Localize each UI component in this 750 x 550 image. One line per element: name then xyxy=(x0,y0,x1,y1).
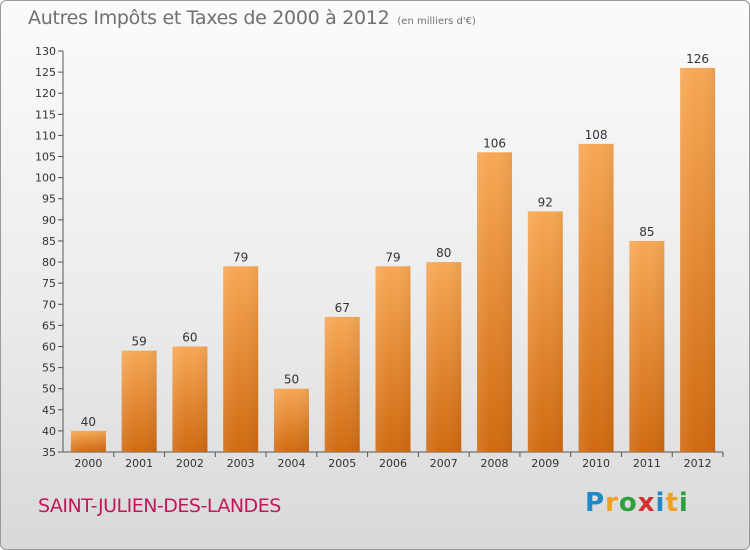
y-tick-label: 100 xyxy=(35,172,56,185)
title-area: Autres Impôts et Taxes de 2000 à 2012 (en… xyxy=(28,7,476,29)
y-tick-label: 45 xyxy=(42,404,56,417)
logo-letter: P xyxy=(585,488,606,518)
y-tick-label: 120 xyxy=(35,87,56,100)
axes: 35 40 45 50 55 60 65 70 75 80 85 90 95 100 105 110 115 12… xyxy=(35,45,724,459)
bars-group xyxy=(70,67,716,452)
x-tick-label: 2003 xyxy=(227,457,255,470)
bar-shade xyxy=(680,67,716,452)
bar-shade xyxy=(578,143,614,452)
logo-letter: i xyxy=(678,488,689,518)
bar-value-label: 67 xyxy=(335,301,350,315)
labels-group: 40 2000 59 2001 60 2002 79 2003 50 2004 67 2005 79 20… xyxy=(74,52,711,470)
y-tick-label: 55 xyxy=(42,362,56,375)
x-tick-label: 2010 xyxy=(582,457,610,470)
logo-letter: o xyxy=(618,488,638,518)
bar-shade xyxy=(121,350,157,452)
y-tick-label: 115 xyxy=(35,108,56,121)
logo-letter: r xyxy=(605,488,619,518)
bar-value-label: 126 xyxy=(686,52,709,66)
chart-subtitle: (en milliers d'€) xyxy=(397,16,476,27)
x-tick-label: 2009 xyxy=(531,457,559,470)
x-tick-label: 2002 xyxy=(176,457,204,470)
bar-value-label: 50 xyxy=(284,373,299,387)
y-tick-label: 105 xyxy=(35,151,56,164)
y-tick-label: 50 xyxy=(42,383,56,396)
bar-shade xyxy=(70,430,106,452)
bar-shade xyxy=(375,266,411,452)
bar-value-label: 108 xyxy=(585,128,608,142)
bar-value-label: 40 xyxy=(81,415,96,429)
x-tick-label: 2001 xyxy=(125,457,153,470)
y-tick-label: 130 xyxy=(35,45,56,58)
y-tick-label: 85 xyxy=(42,235,56,248)
y-tick-label: 80 xyxy=(42,256,56,269)
bar-value-label: 85 xyxy=(639,225,654,239)
logo-letter: x xyxy=(637,488,656,518)
bar-value-label: 79 xyxy=(385,250,400,264)
bar-shade xyxy=(324,316,360,452)
commune-name: SAINT-JULIEN-DES-LANDES xyxy=(38,495,281,517)
x-tick-label: 2007 xyxy=(430,457,458,470)
x-tick-label: 2008 xyxy=(481,457,509,470)
bar-value-label: 80 xyxy=(436,246,451,260)
bar-shade xyxy=(629,240,665,452)
x-tick-label: 2011 xyxy=(633,457,661,470)
x-tick-label: 2005 xyxy=(328,457,356,470)
bar-chart: 35 40 45 50 55 60 65 70 75 80 85 90 95 100 105 110 115 12… xyxy=(35,45,724,470)
logo-letter: i xyxy=(655,488,666,518)
y-tick-label: 40 xyxy=(42,425,56,438)
bar-value-label: 106 xyxy=(483,136,506,150)
y-tick-label: 125 xyxy=(35,66,56,79)
y-tick-label: 65 xyxy=(42,319,56,332)
y-tick-label: 95 xyxy=(42,193,56,206)
bar-shade xyxy=(273,388,309,452)
y-tick-label: 110 xyxy=(35,129,56,142)
bar-value-label: 59 xyxy=(132,335,147,349)
y-tick-label: 60 xyxy=(42,340,56,353)
proxiti-logo: Proxiti xyxy=(585,488,689,518)
x-tick-label: 2012 xyxy=(684,457,712,470)
x-tick-label: 2006 xyxy=(379,457,407,470)
x-tick-label: 2004 xyxy=(277,457,305,470)
bar-value-label: 92 xyxy=(538,195,553,209)
bar-shade xyxy=(223,266,259,452)
y-tick-label: 70 xyxy=(42,298,56,311)
logo-letter: t xyxy=(665,488,679,518)
chart-title: Autres Impôts et Taxes de 2000 à 2012 xyxy=(28,7,390,29)
y-tick-label: 75 xyxy=(42,277,56,290)
x-tick-label: 2000 xyxy=(74,457,102,470)
bar-value-label: 60 xyxy=(182,330,197,344)
bar-shade xyxy=(426,262,462,452)
y-tick-label: 90 xyxy=(42,214,56,227)
bar-shade xyxy=(527,211,563,452)
bar-value-label: 79 xyxy=(233,250,248,264)
y-tick-label: 35 xyxy=(42,446,56,459)
bar-shade xyxy=(477,152,513,452)
bar-shade xyxy=(172,346,208,452)
